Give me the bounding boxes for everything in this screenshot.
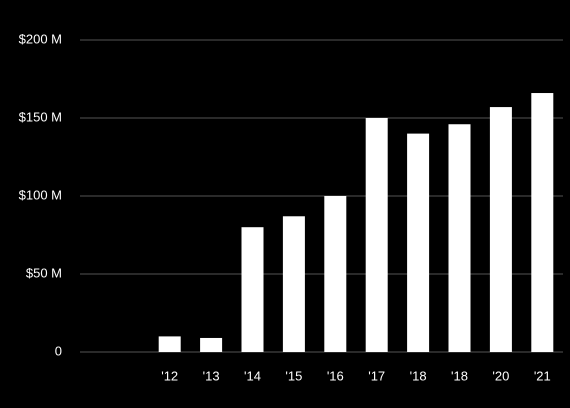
x-tick-label: '21 [534,368,551,383]
y-tick-label: $100 M [19,187,62,202]
y-tick-label: $200 M [19,31,62,46]
bar [448,124,471,353]
bar [324,196,347,352]
x-tick-label: '16 [327,368,344,383]
x-tick-label: '12 [161,368,178,383]
x-tick-label: '15 [285,368,302,383]
y-tick-label: $150 M [19,109,62,124]
x-tick-label: '18 [451,368,468,383]
bar [365,118,388,352]
bar [200,337,223,352]
bar [489,107,512,352]
y-tick-label: $50 M [26,265,62,280]
bar [282,216,305,352]
x-tick-label: '17 [368,368,385,383]
bar [241,227,264,352]
x-tick-label: '18 [410,368,427,383]
x-tick-label: '14 [244,368,261,383]
bar [531,93,554,352]
x-tick-label: '13 [203,368,220,383]
bar [158,336,181,352]
y-tick-label: 0 [55,343,62,358]
x-tick-label: '20 [492,368,509,383]
bar [407,133,430,352]
